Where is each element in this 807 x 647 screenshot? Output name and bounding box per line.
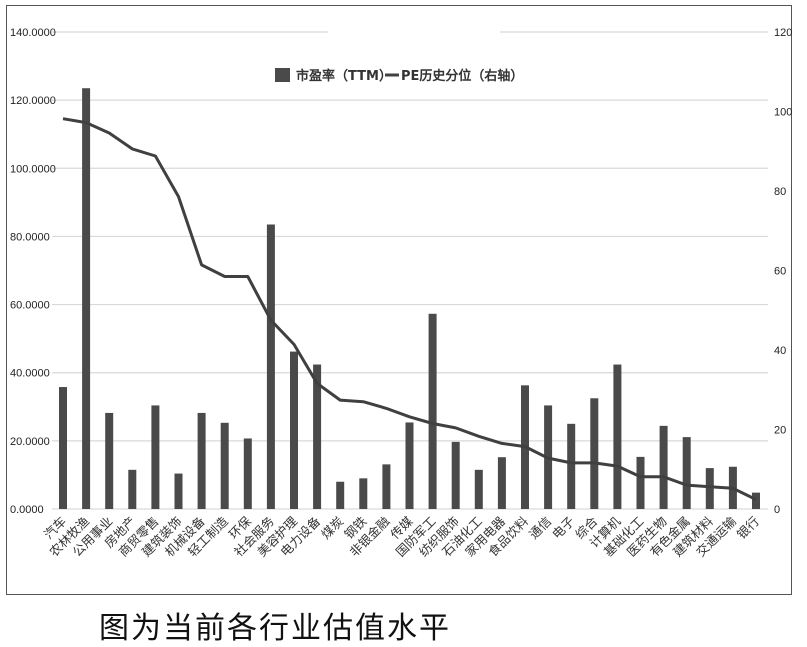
bar	[82, 88, 91, 509]
line-series	[62, 117, 757, 501]
legend: 市盈率（TTM） PE历史分位（右轴）	[275, 68, 523, 84]
right-axis-tick-label: 80	[774, 186, 786, 198]
bar	[405, 422, 414, 509]
category-label: 煤炭	[318, 514, 346, 542]
bar	[290, 351, 298, 509]
bar	[382, 464, 391, 509]
right-axis-tick-label: 120	[774, 27, 792, 39]
bar	[705, 468, 714, 509]
chart: 0.0000 20.0000 40.0000 60.0000 80.0000 100.00…	[10, 27, 792, 559]
gridlines	[52, 31, 768, 510]
right-axis-tick-label: 40	[774, 345, 786, 357]
right-axis-tick-label: 100	[774, 107, 792, 119]
right-axis-tick-label: 0	[774, 504, 780, 516]
bar	[128, 469, 137, 509]
bar	[613, 364, 622, 509]
chart-frame	[6, 5, 792, 595]
bar	[636, 456, 645, 509]
legend-label-pe-percentile: PE历史分位（右轴）	[401, 68, 523, 84]
left-axis-tick-label: 60.0000	[10, 300, 50, 312]
bar	[474, 469, 483, 509]
left-axis-tick-label: 100.0000	[10, 163, 56, 175]
x-axis-category-labels: 汽车农林牧渔公用事业房地产商贸零售建筑装饰机械设备轻工制造环保社会服务美容护理电…	[41, 513, 762, 559]
bar	[359, 478, 368, 509]
bar	[752, 492, 760, 509]
bar	[59, 387, 67, 509]
bar	[497, 457, 506, 509]
figure-caption: 图为当前各行业估值水平	[99, 611, 451, 646]
left-axis-tick-label: 20.0000	[10, 436, 50, 448]
legend-label-pe-ttm: 市盈率（TTM）	[296, 68, 392, 84]
bar	[567, 423, 576, 509]
category-label: 通信	[526, 514, 554, 542]
left-y-axis: 0.0000 20.0000 40.0000 60.0000 80.0000 100.00…	[10, 27, 56, 516]
left-axis-tick-label: 120.0000	[10, 95, 56, 107]
left-axis-tick-label: 140.0000	[10, 27, 56, 39]
bar	[220, 422, 229, 509]
bar	[451, 441, 460, 509]
pe-percentile-line	[62, 117, 757, 501]
bar	[682, 437, 691, 509]
bar	[659, 425, 668, 509]
bar	[313, 364, 322, 509]
left-axis-tick-label: 0.0000	[10, 504, 44, 516]
right-axis-tick-label: 60	[774, 266, 786, 278]
bar	[243, 438, 252, 509]
category-label: 银行	[734, 514, 762, 542]
right-y-axis: 0 20 40 60 80 100 120	[774, 27, 792, 516]
bar	[266, 224, 275, 509]
bar	[174, 473, 183, 509]
category-label: 电子	[549, 514, 577, 542]
bar	[336, 481, 345, 509]
right-axis-tick-label: 20	[774, 425, 786, 437]
pe-ttm-bars	[59, 88, 760, 509]
legend-bar-swatch-icon	[275, 68, 290, 82]
bar	[105, 412, 114, 509]
bar	[151, 405, 160, 509]
bar	[197, 412, 206, 509]
bar	[590, 398, 599, 509]
bar	[428, 313, 437, 509]
left-axis-tick-label: 80.0000	[10, 231, 50, 243]
left-axis-tick-label: 40.0000	[10, 368, 50, 380]
